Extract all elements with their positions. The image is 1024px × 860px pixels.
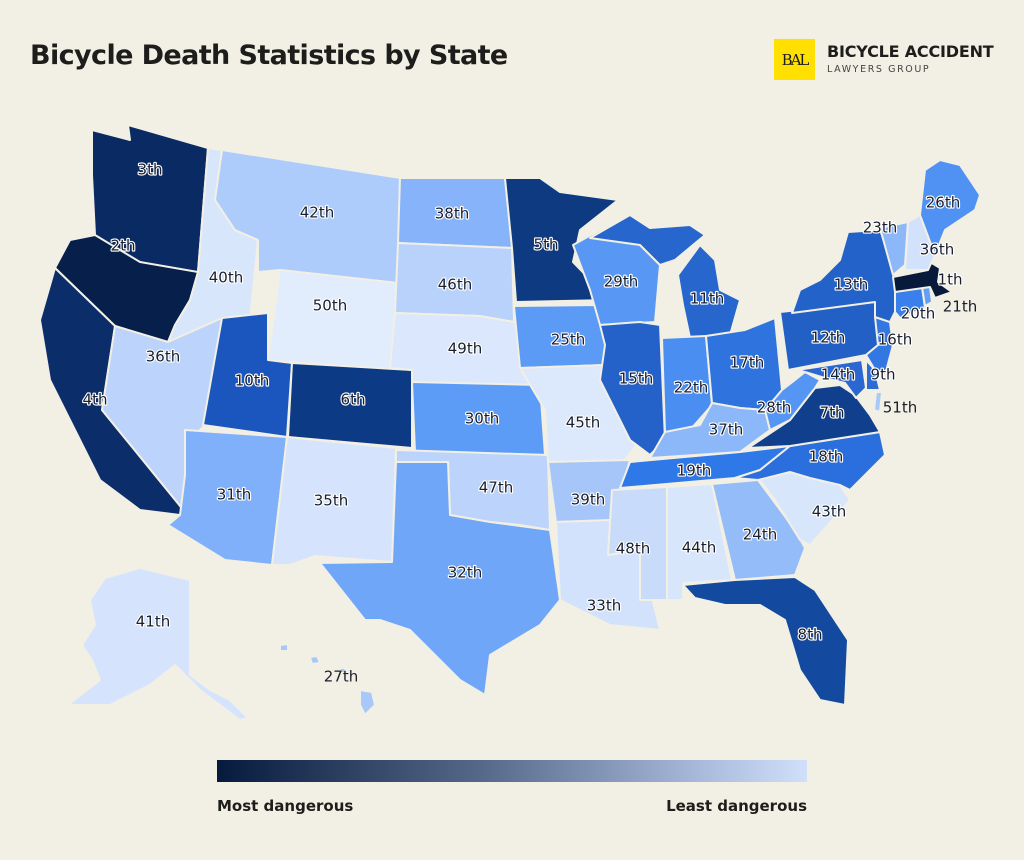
label-wa: 3th <box>138 161 163 179</box>
state-new-hampshire[interactable] <box>904 214 936 271</box>
label-nd: 38th <box>435 205 469 223</box>
state-new-jersey[interactable] <box>865 316 894 376</box>
label-mo: 45th <box>566 414 600 432</box>
state-north-carolina[interactable] <box>734 431 886 491</box>
state-florida[interactable] <box>682 576 849 706</box>
label-ri: 21th <box>943 298 977 316</box>
label-pa: 12th <box>811 329 845 347</box>
label-mt: 42th <box>300 204 334 222</box>
state-new-mexico[interactable] <box>271 436 397 566</box>
label-oh: 17th <box>730 354 764 372</box>
label-fl: 8th <box>798 626 823 644</box>
page-title: Bicycle Death Statistics by State <box>30 40 508 71</box>
state-district-of-columbia[interactable] <box>873 391 883 413</box>
label-ct: 20th <box>901 305 935 323</box>
label-al: 44th <box>682 539 716 557</box>
state-colorado[interactable] <box>287 362 413 449</box>
legend-least-dangerous: Least dangerous <box>666 797 807 815</box>
label-wy: 50th <box>313 297 347 315</box>
label-ak: 41th <box>136 613 170 631</box>
state-texas[interactable] <box>319 461 561 696</box>
label-sc: 43th <box>812 503 846 521</box>
label-vt: 23th <box>863 219 897 237</box>
label-wi: 29th <box>604 273 638 291</box>
label-il: 15th <box>619 370 653 388</box>
label-sd: 46th <box>438 276 472 294</box>
logo-name: Bicycle Accident <box>827 42 994 62</box>
label-nj: 16th <box>878 331 912 349</box>
label-me: 26th <box>926 194 960 212</box>
label-ca: 4th <box>83 391 108 409</box>
label-de: 9th <box>871 366 896 384</box>
label-hi: 27th <box>324 668 358 686</box>
state-west-virginia[interactable] <box>764 371 821 431</box>
logo-subtitle: LAWYERS GROUP <box>827 64 931 76</box>
label-nh: 36th <box>920 241 954 259</box>
label-ks: 30th <box>465 410 499 428</box>
state-wyoming[interactable] <box>267 269 399 371</box>
label-ma: 1th <box>938 271 963 289</box>
legend-most-dangerous: Most dangerous <box>217 797 354 815</box>
label-nc: 18th <box>809 448 843 466</box>
label-nm: 35th <box>314 492 348 510</box>
label-wv: 28th <box>757 399 791 417</box>
state-michigan[interactable] <box>589 214 741 339</box>
label-md: 14th <box>821 366 855 384</box>
label-va: 7th <box>820 404 845 422</box>
label-id: 40th <box>209 269 243 287</box>
state-illinois[interactable] <box>599 321 666 456</box>
label-ny: 13th <box>834 276 868 294</box>
logo-text: Bicycle Accident LAWYERS GROUP <box>827 42 994 76</box>
label-ky: 37th <box>709 421 743 439</box>
label-ga: 24th <box>743 526 777 544</box>
label-ar: 39th <box>571 491 605 509</box>
brand-logo[interactable]: BAL Bicycle Accident LAWYERS GROUP <box>774 39 994 80</box>
label-ok: 47th <box>479 479 513 497</box>
label-in: 22th <box>674 379 708 397</box>
label-co: 6th <box>341 391 366 409</box>
label-mi: 11th <box>690 290 724 308</box>
label-la: 33th <box>587 597 621 615</box>
label-or: 2th <box>111 237 136 255</box>
state-maine[interactable] <box>919 159 981 256</box>
label-az: 31th <box>217 486 251 504</box>
state-indiana[interactable] <box>661 335 713 433</box>
label-ms: 48th <box>616 540 650 558</box>
label-tx: 32th <box>448 564 482 582</box>
label-ia: 25th <box>551 331 585 349</box>
logo-mark-icon: BAL <box>774 39 815 80</box>
label-nv: 36th <box>146 348 180 366</box>
label-mn: 5th <box>534 236 559 254</box>
state-alaska[interactable] <box>67 567 249 721</box>
label-ut: 10th <box>235 372 269 390</box>
legend-gradient-bar <box>217 760 807 782</box>
state-maryland[interactable] <box>796 359 867 399</box>
label-tn: 19th <box>677 462 711 480</box>
label-dc: 51th <box>883 399 917 417</box>
label-ne: 49th <box>448 340 482 358</box>
state-hawaii[interactable] <box>267 643 376 716</box>
